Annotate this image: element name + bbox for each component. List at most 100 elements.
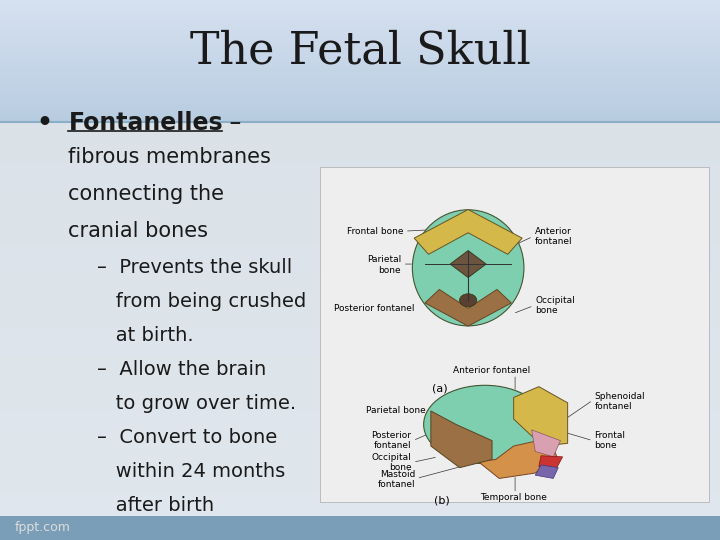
Bar — [0, 423, 720, 427]
Bar — [0, 72, 720, 73]
Bar — [0, 28, 720, 29]
Bar — [0, 19, 720, 21]
Bar — [0, 56, 720, 57]
Bar — [0, 62, 720, 63]
Bar — [0, 197, 720, 201]
Bar — [0, 36, 720, 38]
Bar — [0, 78, 720, 79]
Bar — [0, 356, 720, 360]
Polygon shape — [535, 465, 558, 478]
Bar — [0, 23, 720, 24]
Bar — [0, 55, 720, 56]
Bar — [0, 1, 720, 2]
Text: within 24 months: within 24 months — [97, 462, 285, 481]
Bar — [0, 39, 720, 40]
Bar — [0, 427, 720, 431]
Bar — [0, 318, 720, 322]
Text: –: – — [222, 111, 241, 134]
Bar — [0, 109, 720, 111]
Bar — [0, 11, 720, 12]
Bar — [0, 10, 720, 11]
Bar — [0, 106, 720, 107]
Bar — [0, 511, 720, 515]
Bar — [0, 26, 720, 28]
Text: at birth.: at birth. — [97, 326, 194, 345]
Bar — [0, 118, 720, 119]
Text: –  Convert to bone: – Convert to bone — [97, 428, 277, 447]
Bar — [0, 360, 720, 364]
Bar — [0, 330, 720, 335]
Ellipse shape — [413, 210, 524, 326]
Bar — [0, 289, 720, 293]
Bar — [0, 485, 720, 490]
Bar — [0, 373, 720, 377]
Bar — [0, 314, 720, 318]
Bar — [0, 327, 720, 330]
Bar — [0, 68, 720, 69]
Bar — [0, 6, 720, 7]
Circle shape — [459, 294, 477, 307]
Bar — [0, 18, 720, 19]
Bar — [0, 490, 720, 494]
Text: from being crushed: from being crushed — [97, 292, 307, 310]
Bar — [0, 114, 720, 116]
Bar — [0, 343, 720, 348]
Bar — [0, 87, 720, 89]
Bar — [0, 84, 720, 85]
Bar — [0, 444, 720, 448]
Bar — [0, 119, 720, 120]
Bar — [0, 385, 720, 389]
Bar — [0, 108, 720, 109]
Bar — [0, 368, 720, 373]
Text: Sphenoidal
fontanel: Sphenoidal fontanel — [594, 392, 645, 411]
Bar — [0, 9, 720, 10]
Bar — [0, 377, 720, 381]
Text: to grow over time.: to grow over time. — [97, 394, 297, 413]
Bar — [0, 498, 720, 502]
Bar — [0, 51, 720, 52]
Bar — [0, 60, 720, 62]
Bar — [0, 85, 720, 86]
Bar — [0, 14, 720, 15]
Text: –  Prevents the skull: – Prevents the skull — [97, 258, 292, 276]
Text: –  Allow the brain: – Allow the brain — [97, 360, 266, 379]
Bar — [0, 515, 720, 519]
Bar — [0, 86, 720, 87]
Polygon shape — [477, 438, 557, 478]
Bar — [0, 322, 720, 327]
Polygon shape — [425, 289, 511, 326]
Bar — [0, 172, 720, 176]
Bar — [0, 16, 720, 17]
Bar — [0, 102, 720, 103]
Bar — [0, 193, 720, 197]
Bar — [0, 138, 720, 143]
Bar — [0, 53, 720, 55]
Bar — [0, 397, 720, 402]
Bar — [0, 210, 720, 213]
Bar — [0, 155, 720, 159]
Bar — [0, 77, 720, 78]
Bar — [0, 456, 720, 461]
Bar — [0, 418, 720, 423]
Polygon shape — [414, 210, 522, 254]
FancyBboxPatch shape — [0, 516, 720, 540]
Text: (b): (b) — [433, 496, 449, 506]
Bar — [0, 448, 720, 452]
Bar — [0, 69, 720, 70]
Bar — [0, 293, 720, 297]
Bar — [0, 339, 720, 343]
Bar — [0, 213, 720, 218]
Bar — [0, 117, 720, 118]
Bar — [0, 105, 720, 106]
Bar — [0, 5, 720, 6]
Bar — [0, 272, 720, 276]
Bar — [0, 234, 720, 239]
Bar — [0, 33, 720, 34]
Bar — [0, 226, 720, 230]
Bar — [0, 440, 720, 444]
Text: fibrous membranes: fibrous membranes — [68, 147, 271, 167]
Text: Posterior
fontanel: Posterior fontanel — [372, 431, 411, 450]
Bar — [0, 176, 720, 180]
Text: Occipital
bone: Occipital bone — [372, 453, 411, 472]
Bar — [0, 34, 720, 35]
